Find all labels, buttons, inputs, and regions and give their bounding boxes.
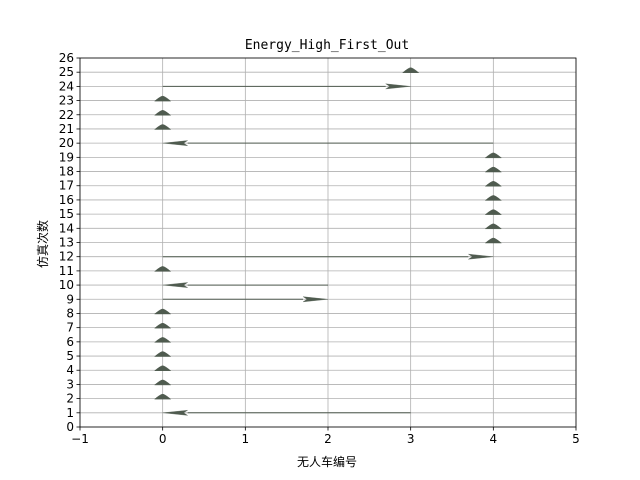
arrow-head [162,140,188,146]
stay-marker [484,180,503,187]
y-tick-label: 8 [66,306,74,320]
arrow-run-20 [162,140,494,146]
arrow-run-23 [153,95,172,102]
y-tick-label: 16 [59,193,74,207]
arrow-run-5 [153,351,172,357]
y-tick-label: 0 [66,420,74,434]
arrow-run-14 [484,223,503,230]
y-tick-label: 21 [59,122,74,136]
stay-marker [153,110,172,116]
y-tick-label: 14 [59,221,74,235]
stay-marker [484,223,503,230]
y-tick-label: 12 [59,250,74,264]
y-tick-label: 23 [59,94,74,108]
x-tick-label: 2 [324,432,332,446]
arrow-run-4 [153,365,172,371]
arrow-run-11 [153,266,172,272]
stay-marker [484,195,503,201]
stay-marker [153,124,172,130]
arrow-run-13 [484,237,503,244]
y-tick-label: 2 [66,392,74,406]
y-tick-label: 1 [66,406,74,420]
arrow-run-8 [153,308,172,315]
y-tick-label: 5 [66,349,74,363]
stay-marker [153,351,172,357]
stay-marker [401,67,420,73]
y-tick-label: 19 [59,150,74,164]
x-tick-label: 1 [242,432,250,446]
y-tick-label: 11 [59,264,74,278]
stay-marker [484,152,503,159]
y-tick-label: 7 [66,321,74,335]
y-tick-label: 9 [66,292,74,306]
arrow-run-3 [153,379,172,386]
arrow-run-15 [484,209,503,215]
stay-marker [153,379,172,386]
stay-marker [153,393,172,400]
chart-title: Energy_High_First_Out [245,38,409,53]
arrow-run-10 [162,282,328,288]
arrow-run-6 [153,337,172,343]
arrow-run-25 [401,67,420,73]
x-axis-label: 无人车编号 [297,454,357,469]
y-tick-label: 17 [59,179,74,193]
arrow-run-16 [484,195,503,201]
x-tick-label: 4 [490,432,498,446]
arrow-head [385,83,411,90]
y-tick-label: 22 [59,108,74,122]
stay-marker [484,237,503,244]
stay-marker [153,365,172,371]
y-tick-label: 10 [59,278,74,292]
y-tick-label: 20 [59,136,74,150]
arrow-run-22 [153,110,172,116]
y-tick-label: 18 [59,165,74,179]
x-tick-label: 3 [407,432,415,446]
stay-marker [153,266,172,272]
tick-layer: −1 0 1 2 3 4 501234567891011121314151617181920… [59,51,580,446]
arrow-run-12 [162,253,494,260]
arrow-run-1 [162,410,411,416]
arrow-run-21 [153,124,172,130]
x-tick-label: 5 [572,432,580,446]
arrow-run-19 [484,152,503,159]
arrow-run-18 [484,166,503,173]
arrow-run-9 [162,296,329,303]
arrow-head [302,296,329,303]
y-axis-label: 仿真次数 [35,220,50,268]
y-tick-label: 6 [66,335,74,349]
stay-marker [484,166,503,173]
stay-marker [153,322,172,329]
y-tick-label: 25 [59,65,74,79]
y-tick-label: 13 [59,236,74,250]
y-tick-label: 26 [59,51,74,65]
x-tick-label: 0 [159,432,167,446]
x-tick-label: −1 [71,432,89,446]
arrow-run-7 [153,322,172,329]
stay-marker [484,209,503,215]
arrow-head [162,282,188,288]
stay-marker [153,308,172,315]
y-tick-label: 15 [59,207,74,221]
arrow-head [468,253,494,260]
stay-marker [153,337,172,343]
y-tick-label: 3 [66,377,74,391]
y-tick-label: 24 [59,79,74,93]
arrow-run-24 [162,83,411,90]
arrow-layer [153,67,503,416]
arrow-head [162,410,188,416]
stay-marker [153,95,172,102]
arrow-run-2 [153,393,172,400]
y-tick-label: 4 [66,363,74,377]
arrow-run-17 [484,180,503,187]
